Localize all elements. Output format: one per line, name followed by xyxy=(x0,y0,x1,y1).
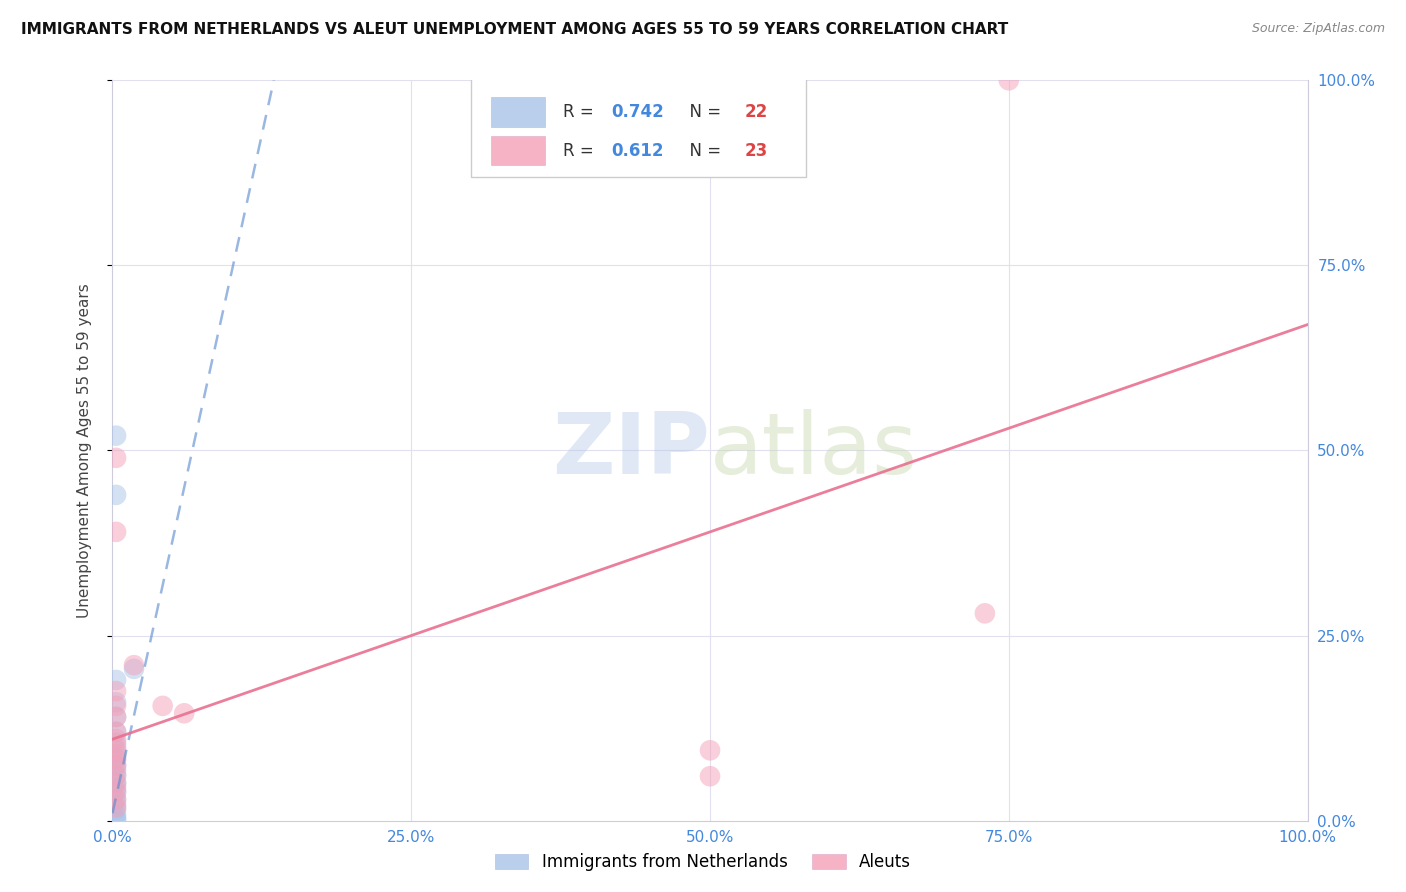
Point xyxy=(122,662,145,676)
Point xyxy=(105,780,128,795)
Point xyxy=(122,658,145,673)
Point xyxy=(105,695,128,709)
Point xyxy=(105,791,128,805)
Text: 22: 22 xyxy=(745,103,768,121)
Point xyxy=(105,775,128,789)
Point xyxy=(105,724,128,739)
Point xyxy=(105,813,128,827)
Point xyxy=(105,785,128,799)
FancyBboxPatch shape xyxy=(471,77,806,177)
Point xyxy=(105,797,128,812)
Point xyxy=(105,673,128,687)
Text: N =: N = xyxy=(679,103,727,121)
Point xyxy=(105,488,128,502)
Text: 0.612: 0.612 xyxy=(610,142,664,160)
Point xyxy=(105,807,128,822)
Point xyxy=(105,758,128,772)
Point xyxy=(105,732,128,747)
Point xyxy=(105,450,128,465)
Point xyxy=(974,607,997,621)
Point xyxy=(105,812,128,826)
Point xyxy=(105,747,128,761)
Point xyxy=(699,769,721,783)
Point xyxy=(105,710,128,724)
Point xyxy=(152,698,174,713)
Text: ZIP: ZIP xyxy=(553,409,710,492)
Point xyxy=(105,803,128,817)
Point xyxy=(105,684,128,698)
Point xyxy=(105,769,128,783)
Point xyxy=(105,776,128,791)
Point xyxy=(105,800,128,814)
Point xyxy=(105,753,128,767)
Point xyxy=(105,784,128,798)
Y-axis label: Unemployment Among Ages 55 to 59 years: Unemployment Among Ages 55 to 59 years xyxy=(77,283,91,618)
Bar xyxy=(491,97,546,127)
Text: 23: 23 xyxy=(745,142,768,160)
Point xyxy=(105,759,128,773)
Point xyxy=(105,428,128,442)
Legend: Immigrants from Netherlands, Aleuts: Immigrants from Netherlands, Aleuts xyxy=(486,845,920,880)
Point xyxy=(105,793,128,807)
Point xyxy=(105,764,128,778)
Text: atlas: atlas xyxy=(710,409,918,492)
Point xyxy=(105,698,128,713)
Text: R =: R = xyxy=(562,142,599,160)
Point xyxy=(105,739,128,754)
Bar xyxy=(491,136,546,165)
Point xyxy=(998,73,1021,87)
Point xyxy=(105,743,128,757)
Text: Source: ZipAtlas.com: Source: ZipAtlas.com xyxy=(1251,22,1385,36)
Text: 0.742: 0.742 xyxy=(610,103,664,121)
Point xyxy=(105,736,128,750)
Point xyxy=(105,524,128,539)
Point xyxy=(105,750,128,764)
Text: IMMIGRANTS FROM NETHERLANDS VS ALEUT UNEMPLOYMENT AMONG AGES 55 TO 59 YEARS CORR: IMMIGRANTS FROM NETHERLANDS VS ALEUT UNE… xyxy=(21,22,1008,37)
Point xyxy=(105,768,128,782)
Point xyxy=(173,706,195,721)
Point xyxy=(699,743,721,757)
Text: R =: R = xyxy=(562,103,599,121)
Point xyxy=(105,710,128,724)
Point xyxy=(105,724,128,739)
Text: N =: N = xyxy=(679,142,727,160)
